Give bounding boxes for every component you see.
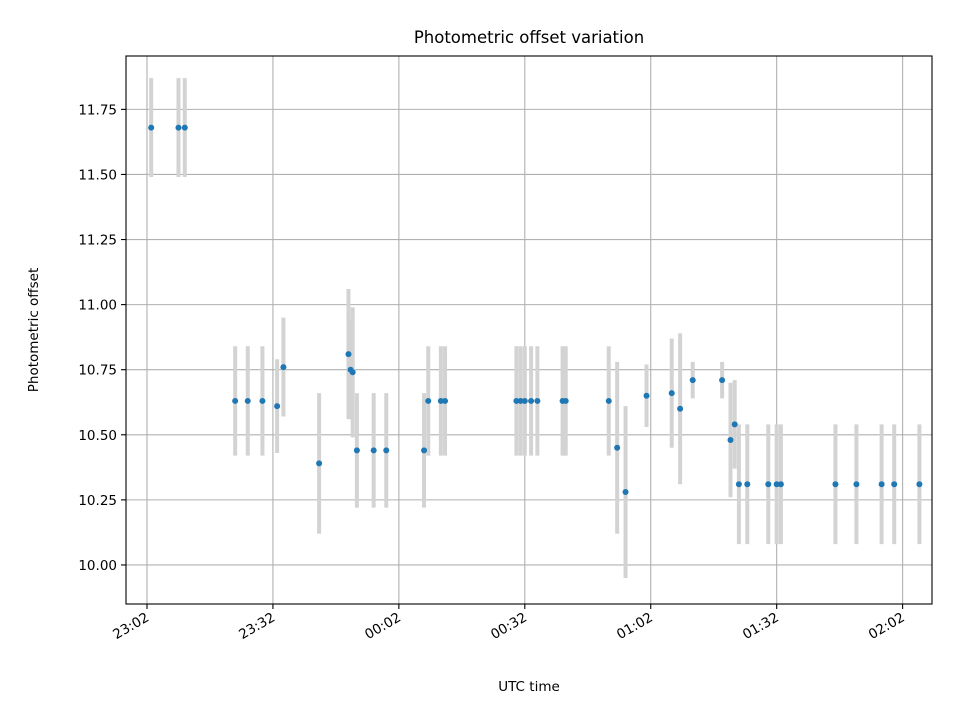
data-point bbox=[689, 377, 696, 384]
chart-title: Photometric offset variation bbox=[414, 28, 644, 47]
data-point bbox=[442, 397, 449, 404]
data-point bbox=[521, 397, 528, 404]
data-point bbox=[349, 369, 356, 376]
data-point bbox=[244, 397, 251, 404]
data-point bbox=[148, 124, 155, 131]
data-point bbox=[777, 481, 784, 488]
data-point bbox=[765, 481, 772, 488]
data-point bbox=[421, 447, 428, 454]
data-point bbox=[181, 124, 188, 131]
y-tick-label: 11.50 bbox=[78, 167, 117, 183]
y-tick-label: 10.25 bbox=[78, 493, 117, 509]
data-point bbox=[534, 397, 541, 404]
data-point bbox=[916, 481, 923, 488]
data-point bbox=[605, 397, 612, 404]
data-point bbox=[517, 397, 524, 404]
data-point bbox=[528, 397, 535, 404]
data-point bbox=[643, 392, 650, 399]
grid bbox=[126, 56, 932, 604]
y-axis-label: Photometric offset bbox=[26, 268, 42, 392]
data-points bbox=[148, 124, 923, 496]
data-point bbox=[878, 481, 885, 488]
data-point bbox=[735, 481, 742, 488]
data-point bbox=[727, 436, 734, 443]
data-point bbox=[832, 481, 839, 488]
y-tick-label: 10.75 bbox=[78, 363, 117, 379]
data-point bbox=[719, 377, 726, 384]
data-point bbox=[614, 444, 621, 451]
data-point bbox=[731, 421, 738, 428]
y-tick-label: 11.25 bbox=[78, 233, 117, 249]
data-point bbox=[259, 397, 266, 404]
data-point bbox=[274, 403, 281, 410]
plot-frame bbox=[125, 55, 933, 605]
data-point bbox=[425, 397, 432, 404]
data-point bbox=[383, 447, 390, 454]
data-point bbox=[175, 124, 182, 131]
data-point bbox=[668, 390, 675, 397]
x-axis-label: UTC time bbox=[498, 679, 560, 695]
data-point bbox=[773, 481, 780, 488]
data-point bbox=[353, 447, 360, 454]
data-point bbox=[316, 460, 323, 467]
y-tick-label: 11.00 bbox=[78, 298, 117, 314]
data-point bbox=[562, 397, 569, 404]
data-point bbox=[370, 447, 377, 454]
data-point bbox=[853, 481, 860, 488]
y-tick-label: 10.50 bbox=[78, 428, 117, 444]
data-point bbox=[232, 397, 239, 404]
data-point bbox=[677, 405, 684, 412]
data-point bbox=[891, 481, 898, 488]
y-tick-label: 10.00 bbox=[78, 558, 117, 574]
data-point bbox=[744, 481, 751, 488]
data-point bbox=[280, 364, 287, 371]
data-point bbox=[513, 397, 520, 404]
y-tick-label: 11.75 bbox=[78, 102, 117, 118]
data-point bbox=[622, 489, 629, 496]
data-point bbox=[345, 351, 352, 358]
data-point bbox=[437, 397, 444, 404]
